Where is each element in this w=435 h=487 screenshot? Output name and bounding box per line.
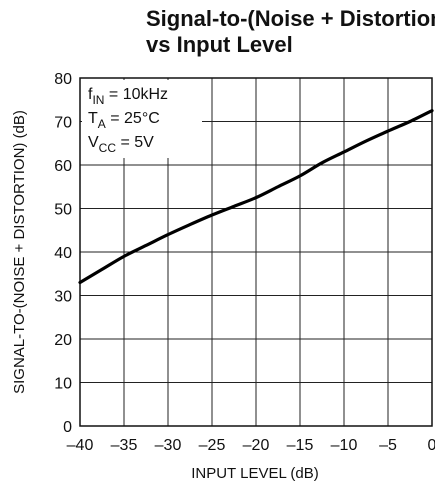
y-tick-label: 10 [54,376,72,393]
y-axis-label: SIGNAL-TO-(NOISE + DISTORTION) (dB) [11,110,28,394]
plot-frame [79,77,433,427]
chart-title-line1: Signal-to-(Noise + Distortion) [146,6,435,31]
chart-grid [80,78,432,426]
y-tick-label: 80 [54,71,72,88]
annotation-background [82,80,202,158]
x-tick-label: –15 [287,437,314,454]
y-tick-label: 30 [54,289,72,306]
x-tick-label: –10 [331,437,358,454]
y-tick-label: 50 [54,202,72,219]
annotation-ta: TA = 25°C [88,110,160,131]
x-tick-labels: –40 –35 –30 –25 –20 –15 –10 –5 0 [67,437,435,454]
y-tick-label: 70 [54,115,72,132]
annotation-vcc: VCC = 5V [88,134,154,155]
x-tick-label: –20 [243,437,270,454]
y-tick-label: 0 [63,419,72,436]
x-tick-label: –25 [199,437,226,454]
x-tick-label: –30 [155,437,182,454]
x-tick-label: –5 [379,437,397,454]
y-tick-label: 60 [54,158,72,175]
series-line [78,109,434,285]
y-tick-label: 20 [54,332,72,349]
y-tick-labels: 0 10 20 30 40 50 60 70 80 [54,71,72,436]
x-axis-label: INPUT LEVEL (dB) [191,465,319,482]
annotation-fin: fIN = 10kHz [88,86,168,107]
chart-title-line2: vs Input Level [146,32,293,57]
x-tick-label: –35 [111,437,138,454]
x-tick-label: 0 [428,437,435,454]
y-tick-label: 40 [54,245,72,262]
x-tick-label: –40 [67,437,94,454]
